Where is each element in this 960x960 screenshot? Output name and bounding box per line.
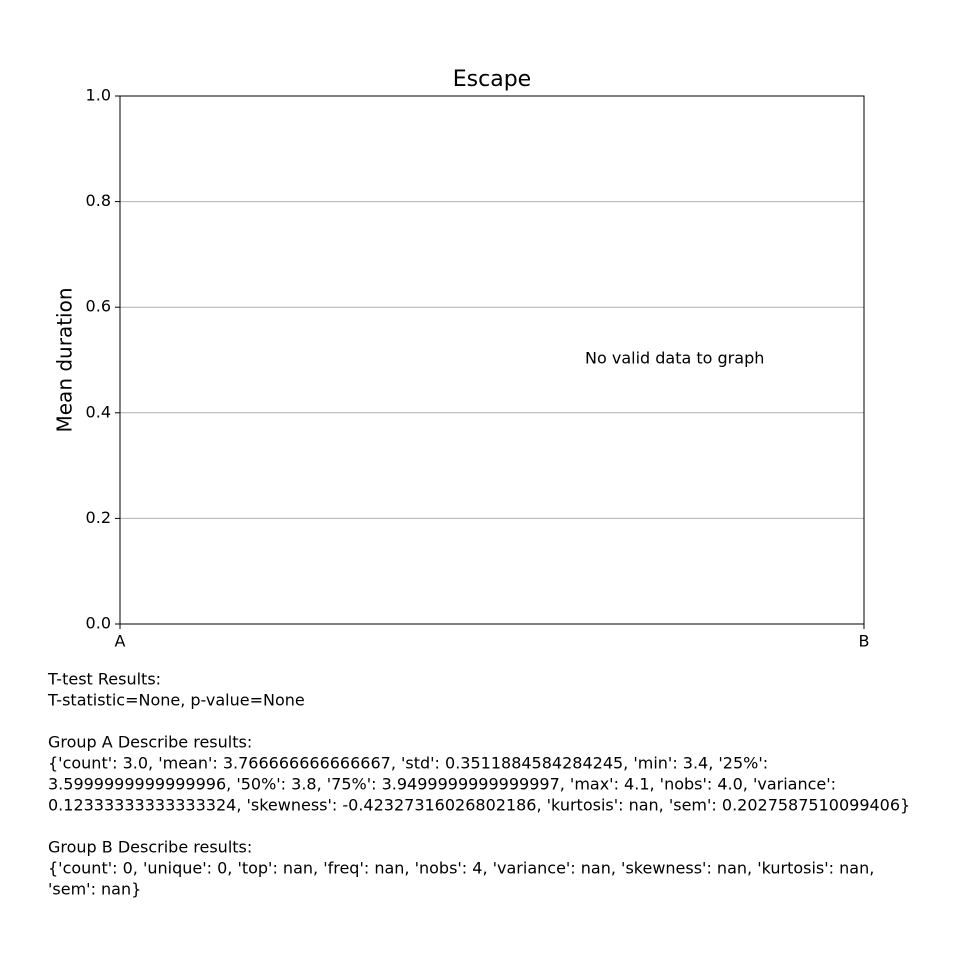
result-text: {'count': 3.0, 'mean': 3.766666666666667… (48, 754, 768, 773)
y-tick-label: 0.2 (86, 508, 111, 527)
result-text: T-test Results: (47, 670, 161, 689)
x-tick-label: A (115, 632, 126, 651)
y-tick-label: 1.0 (86, 86, 111, 105)
result-text: T-statistic=None, p-value=None (47, 691, 305, 710)
result-text: Group A Describe results: (48, 733, 252, 752)
result-text: 'sem': nan} (48, 880, 141, 899)
result-text: 0.12333333333333324, 'skewness': -0.4232… (48, 796, 910, 815)
y-tick-label: 0.4 (86, 402, 111, 421)
result-text: {'count': 0, 'unique': 0, 'top': nan, 'f… (48, 859, 874, 878)
axes-frame (119, 95, 865, 625)
y-tick-label: 0.6 (86, 297, 111, 316)
y-axis-label: Mean duration (53, 287, 77, 432)
chart-title: Escape (453, 67, 531, 92)
x-tick-label: B (859, 632, 870, 651)
result-text: Group B Describe results: (48, 838, 252, 857)
y-tick-label: 0.8 (86, 191, 111, 210)
annotation: No valid data to graph (585, 349, 764, 368)
result-text: 3.5999999999999996, '50%': 3.8, '75%': 3… (48, 775, 836, 794)
y-tick-label: 0.0 (86, 614, 111, 633)
